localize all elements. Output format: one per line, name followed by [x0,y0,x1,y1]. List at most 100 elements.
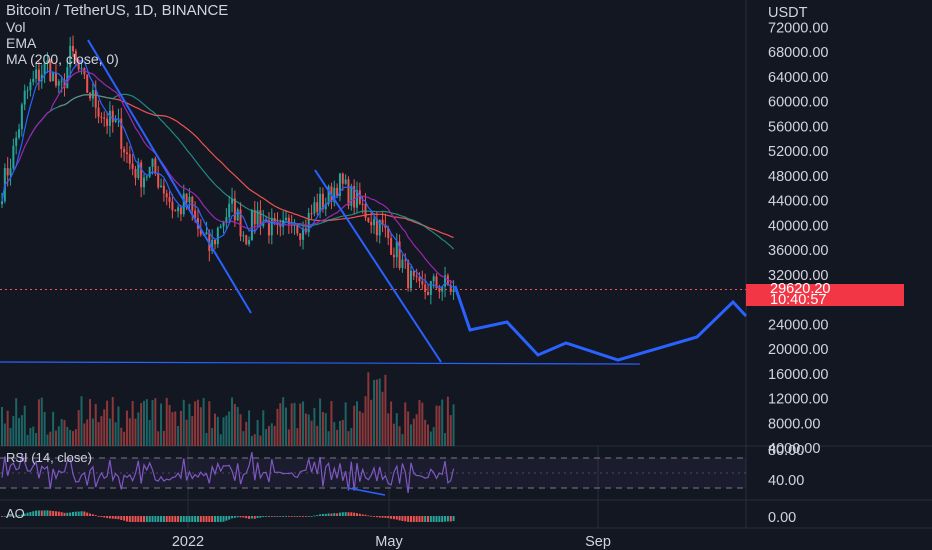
candle-body [148,166,151,177]
ao-bar [219,516,222,522]
volume-bar [18,418,21,446]
ao-bar [250,516,253,519]
volume-bar [375,379,378,446]
volume-bar [228,411,231,446]
volume-bar [259,435,262,446]
volume-bar [373,379,376,446]
volume-bar [191,415,194,446]
ao-bar [427,516,429,522]
ao-bar [97,516,100,517]
ao-bar [77,511,80,516]
volume-bar [418,400,421,446]
volume-bar [177,425,180,446]
volume-bar [330,401,333,446]
volume-bar [128,418,131,446]
candle-body [214,239,216,245]
ao-bar [15,516,18,517]
candle-body [449,285,452,293]
volume-bar [123,431,126,446]
candle-body [111,110,114,123]
ao-bar [387,516,390,519]
volume-bar [225,415,228,446]
volume-bar [384,374,387,446]
vol-indicator-label[interactable]: Vol [6,19,26,35]
ao-bar [384,516,387,518]
volume-bar [46,434,49,446]
ao-tick-label: 0.00 [768,510,796,526]
ao-bar [398,516,401,521]
candle-body [256,210,259,225]
ao-bar [103,516,106,518]
volume-bar [304,413,307,446]
volume-bar [52,411,55,446]
volume-bar [120,427,123,446]
volume-bar [216,416,219,446]
rsi-pane-label[interactable]: RSI (14, close) [6,450,92,465]
volume-bar [350,428,353,446]
candle-body [219,226,222,228]
ao-bar [46,510,49,516]
ao-bar [89,513,92,516]
ao-bar [202,516,205,522]
ao-bar [194,516,197,522]
ao-bar [304,516,307,517]
current-price-badge: 29620.20 10:40:57 [746,282,904,307]
candle-body [429,281,432,295]
candle-body [199,228,202,235]
candle-body [72,45,74,52]
candle-body [49,60,52,82]
ao-bar [273,516,276,517]
ma-indicator-label[interactable]: MA (200, close, 0) [6,51,119,67]
ao-bar [287,516,290,517]
volume-bar [168,404,171,446]
ao-bar [285,515,287,517]
price-tick-label: 4000.00 [768,441,820,457]
price-tick-label: 60000.00 [768,95,828,111]
ao-bar [83,511,86,516]
candle-body [233,198,236,221]
volume-bar [80,396,83,446]
volume-bar [43,411,46,446]
ao-pane-label[interactable]: AO [6,506,25,521]
ao-bar [222,516,225,522]
candle-body [171,201,174,211]
candle-body [384,224,387,228]
ao-bar [353,512,356,516]
candle-body [106,118,109,126]
ao-bar [43,510,46,516]
ao-bar [191,516,194,522]
ema-indicator-label[interactable]: EMA [6,35,37,51]
ao-bar [347,512,350,516]
candle-body [46,60,49,63]
ao-bar [429,516,432,522]
volume-bar [370,399,373,446]
candle-body [40,74,43,82]
volume-bar [319,398,322,446]
ao-bar [424,516,427,522]
ao-bar [162,516,165,522]
volume-bar [310,420,313,446]
candle-body [103,117,106,119]
volume-bar [145,399,148,446]
volume-bar [250,435,253,446]
candle-body [26,90,29,92]
ao-bar [236,516,239,518]
candle-body [404,259,407,261]
price-tick-label: 24000.00 [768,317,828,333]
ao-bar [123,516,126,521]
price-tick-label: 68000.00 [768,45,828,61]
symbol-title[interactable]: Bitcoin / TetherUS, 1D, BINANCE [6,2,229,19]
candle-body [367,217,370,222]
candle-body [267,220,270,236]
candle-body [15,137,18,146]
volume-bar [3,423,6,446]
volume-bar [106,400,109,446]
ao-bar [208,516,211,522]
volume-bar [353,405,356,446]
volume-bar [154,398,157,446]
ao-bar [299,516,302,517]
ao-bar [168,516,171,522]
volume-bar [256,419,259,446]
ao-bar [72,511,74,516]
